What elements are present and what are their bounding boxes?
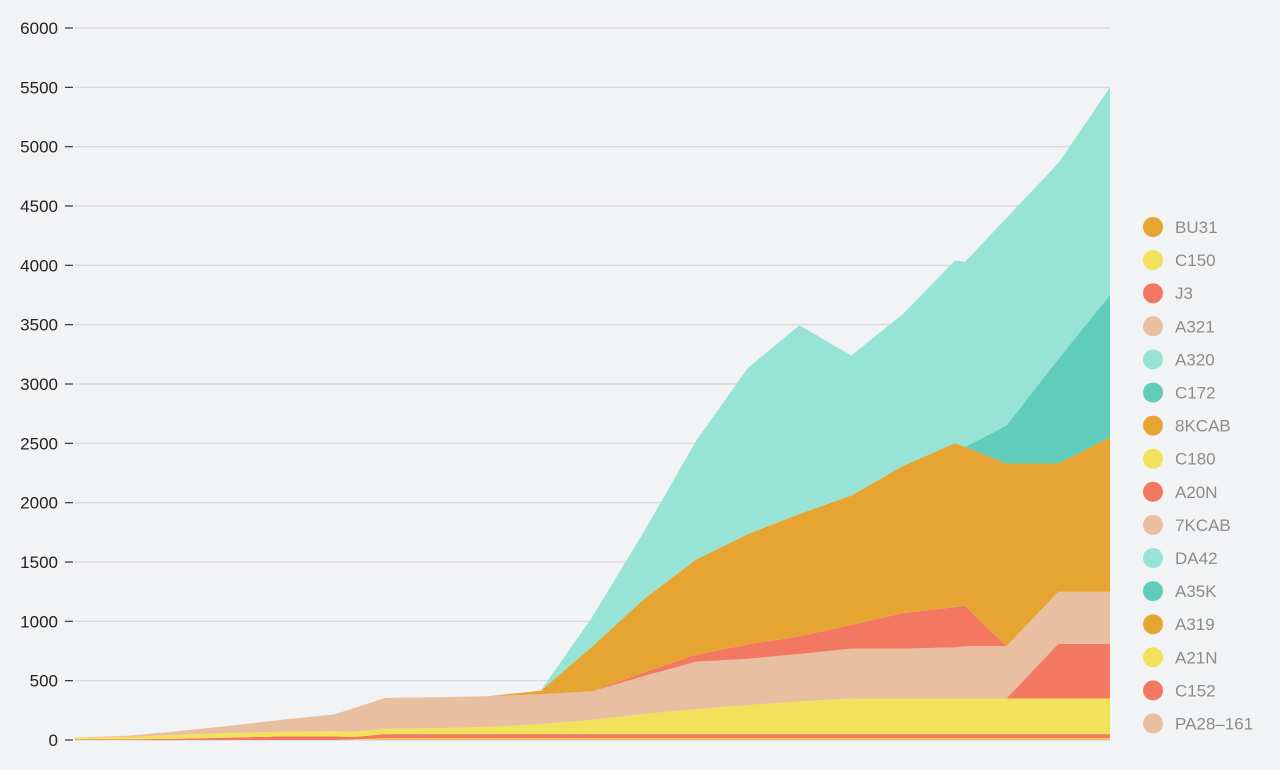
- legend-label: A319: [1175, 615, 1215, 634]
- legend-item[interactable]: 7KCAB: [1143, 514, 1231, 535]
- legend-swatch: [1143, 217, 1163, 237]
- y-tick-label: 4000: [20, 256, 58, 275]
- legend-swatch: [1143, 316, 1163, 337]
- legend-swatch: [1143, 680, 1163, 701]
- y-tick-label: 5000: [20, 138, 58, 157]
- y-axis: 0 500 1000 1500 2000 2500 3000 3500 4000 4500 5000…: [20, 19, 73, 750]
- area-bu31: [75, 739, 1110, 740]
- y-tick-label: 0: [49, 731, 58, 750]
- legend-swatch: [1143, 514, 1163, 535]
- y-tick-label: 1000: [20, 612, 58, 631]
- legend-item[interactable]: C172: [1143, 382, 1216, 403]
- legend-swatch: [1143, 481, 1163, 502]
- legend-swatch: [1143, 250, 1163, 271]
- y-tick-label: 2500: [20, 434, 58, 453]
- legend-label: A21N: [1175, 648, 1218, 667]
- legend-label: PA28–161: [1175, 715, 1253, 734]
- legend-label: 8KCAB: [1175, 417, 1231, 436]
- area-pa28-161-band-: [75, 591, 1110, 738]
- legend-swatch: [1143, 548, 1163, 568]
- legend-label: C150: [1175, 251, 1216, 270]
- legend-label: A320: [1175, 350, 1215, 369]
- legend-label: C172: [1175, 384, 1216, 403]
- legend-swatch: [1143, 382, 1163, 403]
- legend-swatch: [1143, 448, 1163, 469]
- legend-swatch: [1143, 283, 1163, 304]
- legend-item[interactable]: C150: [1143, 250, 1216, 271]
- gridlines: [75, 27, 1110, 741]
- legend-item[interactable]: A319: [1143, 614, 1215, 635]
- legend-label: BU31: [1175, 218, 1218, 237]
- y-tick-label: 500: [30, 672, 58, 691]
- legend-label: C152: [1175, 681, 1216, 700]
- legend-swatch: [1143, 713, 1163, 734]
- area-a21n: [75, 698, 1110, 740]
- y-tick-label: 4500: [20, 197, 58, 216]
- legend-swatch: [1143, 581, 1163, 602]
- legend-label: A321: [1175, 317, 1215, 336]
- legend[interactable]: BU31 C150 J3 A321 A320 C172 8KCAB C180 A20N 7KCAB…: [1143, 217, 1253, 734]
- legend-item[interactable]: J3: [1143, 283, 1193, 304]
- legend-item[interactable]: 8KCAB: [1143, 415, 1231, 436]
- y-tick-label: 2000: [20, 494, 58, 513]
- legend-item[interactable]: DA42: [1143, 548, 1218, 568]
- legend-label: A20N: [1175, 483, 1218, 502]
- legend-label: A35K: [1175, 582, 1217, 601]
- area-j3: [75, 734, 1110, 740]
- y-tick-label: 1500: [20, 553, 58, 572]
- legend-item[interactable]: A320: [1143, 349, 1215, 370]
- legend-label: C180: [1175, 450, 1216, 469]
- legend-item[interactable]: C152: [1143, 680, 1216, 701]
- area-series: [75, 87, 1110, 740]
- legend-item[interactable]: A21N: [1143, 647, 1218, 668]
- legend-item[interactable]: A35K: [1143, 581, 1217, 602]
- legend-swatch: [1143, 614, 1163, 635]
- y-tick-label: 5500: [20, 78, 58, 97]
- area-a319-band-: [75, 437, 1110, 738]
- legend-item[interactable]: PA28–161: [1143, 713, 1253, 734]
- legend-item[interactable]: A321: [1143, 316, 1215, 337]
- area-c150: [75, 738, 1110, 740]
- legend-swatch: [1143, 415, 1163, 436]
- y-tick-label: 6000: [20, 19, 58, 38]
- legend-item[interactable]: A20N: [1143, 481, 1218, 502]
- y-tick-label: 3000: [20, 375, 58, 394]
- legend-item[interactable]: C180: [1143, 448, 1216, 469]
- legend-label: J3: [1175, 284, 1193, 303]
- legend-label: DA42: [1175, 549, 1218, 568]
- legend-swatch: [1143, 349, 1163, 370]
- legend-label: 7KCAB: [1175, 516, 1231, 535]
- legend-item[interactable]: BU31: [1143, 217, 1218, 237]
- legend-swatch: [1143, 647, 1163, 668]
- y-tick-label: 3500: [20, 316, 58, 335]
- area-a320-band-: [75, 87, 1110, 738]
- area-j3-band-2-: [75, 591, 1110, 738]
